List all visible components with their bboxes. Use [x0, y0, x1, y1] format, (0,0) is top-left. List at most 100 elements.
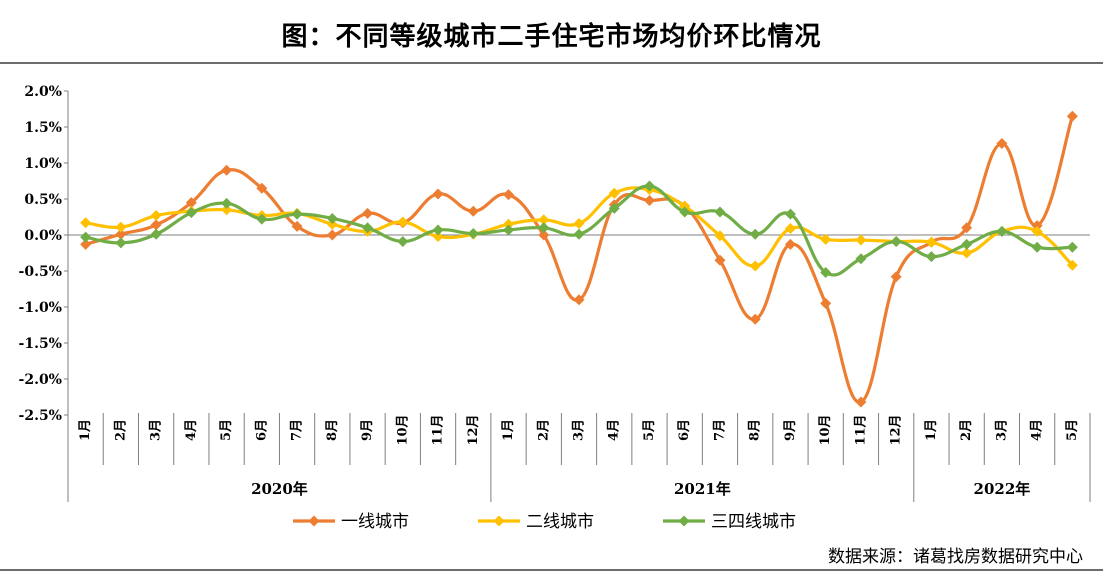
- y-tick-label: -1.5%: [19, 336, 62, 352]
- data-point-1: [820, 297, 832, 309]
- data-point-3: [362, 222, 374, 234]
- data-point-1: [256, 182, 268, 194]
- data-point-1: [961, 222, 973, 234]
- data-point-3: [538, 222, 550, 234]
- data-point-1: [362, 207, 374, 219]
- y-tick-label: 2.0%: [24, 84, 62, 100]
- data-point-3: [291, 208, 303, 220]
- y-tick-label: -2.0%: [19, 372, 62, 388]
- x-tick-label: 9月: [783, 419, 798, 441]
- year-label: 2021年: [674, 480, 731, 498]
- data-point-2: [221, 204, 233, 216]
- data-point-1: [855, 396, 867, 408]
- series-line-1: [84, 114, 1074, 404]
- x-tick-label: 5月: [219, 419, 234, 441]
- data-point-1: [115, 228, 127, 240]
- legend-label-1: 一线城市: [341, 512, 409, 532]
- data-point-3: [855, 253, 867, 265]
- x-tick-label: 9月: [360, 419, 375, 441]
- x-tick-label: 8月: [325, 419, 340, 441]
- data-point-2: [397, 216, 409, 228]
- data-point-3: [1066, 241, 1078, 253]
- data-point-3: [397, 235, 409, 247]
- x-tick-label: 2月: [113, 419, 128, 441]
- year-label: 2022年: [974, 480, 1031, 498]
- x-tick-label: 4月: [1030, 419, 1045, 441]
- data-point-1: [467, 205, 479, 217]
- data-point-1: [996, 138, 1008, 150]
- x-tick-label: 2月: [959, 419, 974, 441]
- data-point-2: [326, 218, 338, 230]
- x-tick-label: 1月: [78, 419, 93, 441]
- data-point-3: [961, 238, 973, 250]
- x-tick-label: 2月: [536, 419, 551, 441]
- data-point-3: [784, 208, 796, 220]
- data-point-3: [80, 231, 92, 243]
- x-tick-label: 3月: [149, 419, 164, 441]
- chart-title: 图：不同等级城市二手住宅市场均价环比情况: [281, 22, 822, 52]
- x-tick-label: 5月: [642, 419, 657, 441]
- data-point-2: [503, 218, 515, 230]
- data-point-2: [538, 214, 550, 226]
- data-point-1: [80, 238, 92, 250]
- data-point-2: [1031, 225, 1043, 237]
- data-point-2: [961, 247, 973, 259]
- data-point-2: [150, 210, 162, 222]
- data-point-3: [679, 206, 691, 218]
- data-point-3: [749, 228, 761, 240]
- data-point-2: [855, 234, 867, 246]
- data-source: 数据来源：诸葛找房数据研究中心: [828, 547, 1083, 567]
- x-tick-label: 1月: [501, 419, 516, 441]
- data-point-1: [1066, 110, 1078, 122]
- y-tick-label: 1.0%: [24, 156, 62, 172]
- data-point-2: [749, 260, 761, 272]
- legend-label-2: 二线城市: [526, 512, 594, 532]
- x-tick-label: 10月: [395, 414, 410, 445]
- data-point-2: [784, 223, 796, 235]
- data-point-1: [503, 189, 515, 201]
- y-tick-label: -2.5%: [19, 408, 62, 424]
- data-point-3: [608, 202, 620, 214]
- x-tick-label: 10月: [818, 414, 833, 445]
- data-point-3: [467, 228, 479, 240]
- legend-marker-2: [493, 515, 505, 527]
- y-tick-label: 0.0%: [24, 228, 62, 244]
- x-tick-label: 7月: [290, 419, 305, 441]
- x-tick-label: 11月: [431, 414, 446, 445]
- legend-marker-3: [678, 515, 690, 527]
- data-point-2: [1066, 259, 1078, 271]
- y-tick-label: 1.5%: [24, 120, 62, 136]
- data-point-1: [1031, 220, 1043, 232]
- data-point-3: [1031, 241, 1043, 253]
- x-tick-label: 5月: [1065, 419, 1080, 441]
- data-point-1: [573, 294, 585, 306]
- x-tick-label: 3月: [572, 419, 587, 441]
- data-point-3: [326, 212, 338, 224]
- x-tick-label: 3月: [994, 419, 1009, 441]
- data-point-2: [608, 187, 620, 199]
- data-point-1: [890, 271, 902, 283]
- x-tick-label: 12月: [466, 414, 481, 445]
- data-point-3: [150, 228, 162, 240]
- legend-marker-1: [308, 515, 320, 527]
- data-point-1: [643, 194, 655, 206]
- data-point-1: [749, 313, 761, 325]
- data-point-1: [432, 188, 444, 200]
- data-point-3: [890, 235, 902, 247]
- data-point-3: [820, 266, 832, 278]
- data-point-3: [432, 224, 444, 236]
- data-point-1: [291, 220, 303, 232]
- title-rule: [0, 62, 1103, 64]
- data-point-2: [115, 221, 127, 233]
- data-point-1: [326, 229, 338, 241]
- data-point-1: [150, 219, 162, 231]
- data-point-2: [432, 230, 444, 242]
- data-point-3: [256, 213, 268, 225]
- data-point-2: [573, 217, 585, 229]
- data-point-3: [925, 251, 937, 263]
- data-point-1: [784, 238, 796, 250]
- legend-label-3: 三四线城市: [711, 512, 796, 532]
- data-point-3: [714, 206, 726, 218]
- data-point-2: [820, 233, 832, 245]
